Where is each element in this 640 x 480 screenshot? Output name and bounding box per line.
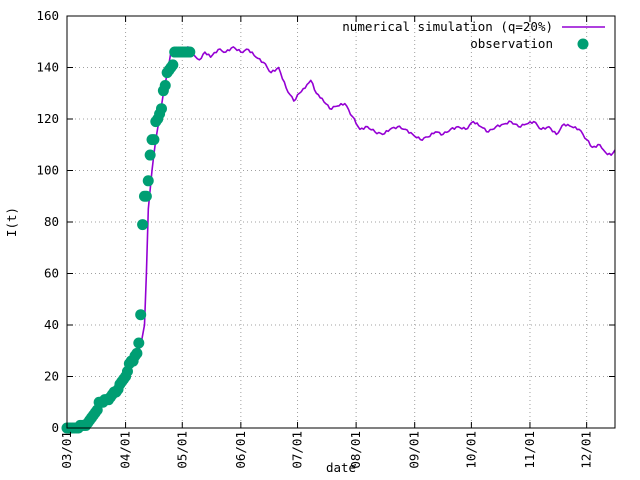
legend-label-simulation: numerical simulation (q=20%) <box>342 19 553 34</box>
x-tick-label: 09/01 <box>407 431 422 469</box>
plot-area <box>61 46 616 434</box>
observation-point <box>142 175 154 187</box>
observation-point <box>137 219 149 231</box>
observation-point <box>159 80 171 92</box>
y-tick-label: 160 <box>36 8 59 23</box>
x-tick-label: 06/01 <box>233 431 248 469</box>
y-tick-label: 20 <box>44 369 59 384</box>
y-tick-label: 100 <box>36 163 59 178</box>
legend-label-observation: observation <box>470 36 553 51</box>
grid <box>66 16 615 428</box>
observation-point <box>167 59 179 71</box>
plot-frame <box>66 15 616 429</box>
series-line-simulation <box>66 46 616 429</box>
axis-ticks: 0 20 40 60 80 100 120 140 160 03/01 04/01 05/01 06/0… <box>36 8 615 469</box>
y-tick-label: 0 <box>51 420 59 435</box>
legend: numerical simulation (q=20%) observation <box>342 19 605 51</box>
y-tick-label: 40 <box>44 317 59 332</box>
x-tick-label: 05/01 <box>174 431 189 469</box>
observation-point <box>144 149 156 161</box>
x-tick-label: 12/01 <box>579 431 594 469</box>
x-tick-label: 04/01 <box>118 431 133 469</box>
observation-point <box>133 337 145 349</box>
y-tick-label: 60 <box>44 266 59 281</box>
observation-point <box>135 309 147 321</box>
x-tick-label: 07/01 <box>290 431 305 469</box>
observation-point <box>131 347 143 359</box>
x-tick-label: 08/01 <box>348 431 363 469</box>
observation-point <box>148 134 160 146</box>
legend-swatch-observation <box>577 38 589 50</box>
x-axis-label: date <box>326 460 356 475</box>
y-tick-label: 80 <box>44 214 59 229</box>
y-tick-label: 140 <box>36 60 59 75</box>
observation-point <box>184 46 196 58</box>
observation-point <box>140 190 152 202</box>
x-tick-label: 03/01 <box>59 431 74 469</box>
observation-point <box>155 103 167 115</box>
x-tick-label: 11/01 <box>522 431 537 469</box>
y-axis-label: I(t) <box>4 207 19 237</box>
x-tick-label: 10/01 <box>463 431 478 469</box>
y-tick-label: 120 <box>36 111 59 126</box>
